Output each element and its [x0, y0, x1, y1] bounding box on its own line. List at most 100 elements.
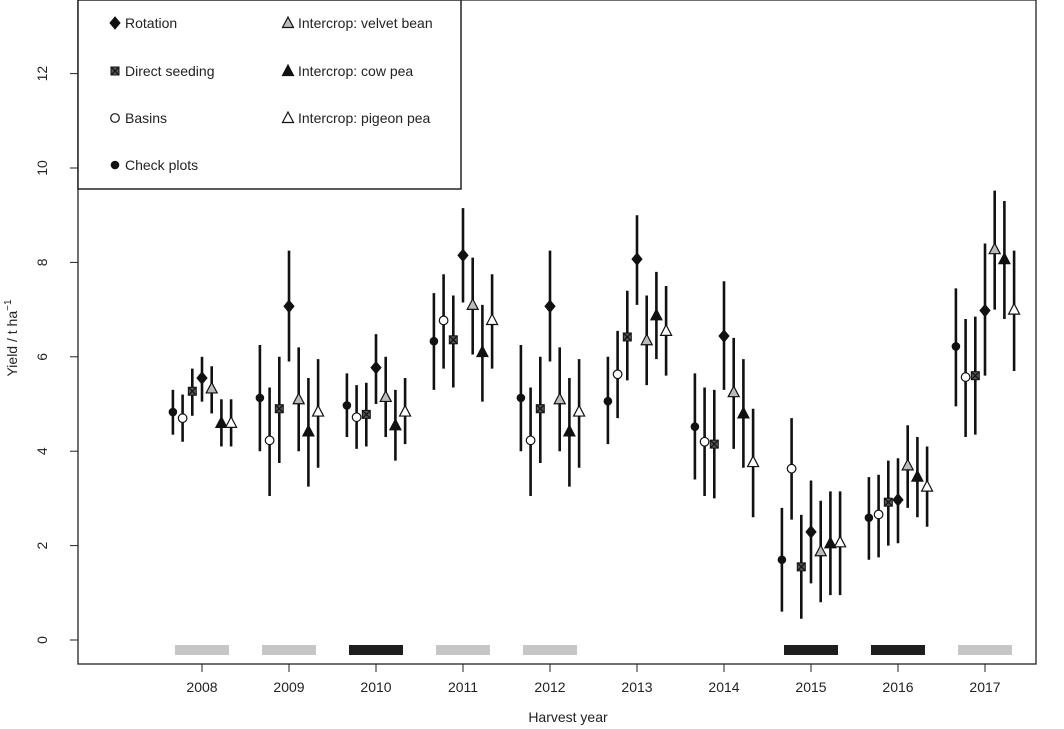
y-axis-label: Yield / t ha−1	[3, 299, 20, 376]
data-point	[370, 360, 382, 375]
data-point	[351, 412, 362, 423]
data-point	[168, 407, 178, 417]
data-point	[892, 493, 904, 507]
data-point	[777, 555, 787, 565]
data-point	[525, 435, 536, 446]
data-point	[979, 303, 991, 318]
data-point	[603, 396, 613, 406]
y-tick-label: 8	[34, 258, 50, 266]
data-point	[187, 386, 197, 396]
data-point	[535, 404, 545, 414]
data-point	[264, 435, 275, 446]
data-point	[572, 404, 586, 417]
data-point	[283, 299, 295, 314]
x-axis: 2008 2009 2010 2011 2012 2013 2014 2015 2016 2017	[186, 663, 1001, 695]
data-point	[920, 479, 934, 492]
data-point-cross	[796, 562, 806, 572]
season-bar	[349, 645, 403, 655]
data-point	[970, 371, 980, 381]
data-point-cross	[535, 404, 545, 414]
data-point	[649, 307, 663, 321]
data-point	[214, 415, 228, 428]
data-point-cross	[622, 332, 632, 342]
data-point-cross	[448, 335, 458, 345]
season-bar	[175, 645, 229, 655]
data-point-cross	[970, 371, 980, 381]
x-tick-label: 2008	[186, 679, 217, 695]
legend-marker	[109, 16, 121, 30]
data-point-cross	[709, 439, 719, 449]
data-point	[814, 543, 828, 557]
data-point	[544, 299, 556, 314]
data-point	[805, 525, 817, 539]
data-point	[640, 332, 654, 346]
data-point	[388, 417, 402, 431]
legend-label: Intercrop: velvet bean	[298, 15, 433, 31]
data-point	[873, 509, 884, 520]
data-point	[361, 409, 371, 419]
data-point	[457, 248, 469, 263]
season-bar	[436, 645, 490, 655]
data-point	[274, 404, 284, 414]
data-point	[485, 312, 499, 326]
data-point	[342, 401, 352, 410]
x-tick-label: 2010	[360, 679, 391, 695]
y-tick-label: 10	[34, 160, 50, 176]
error-bars	[171, 190, 1016, 619]
legend-marker-cross	[110, 66, 120, 76]
data-point	[448, 335, 458, 345]
legend-box	[77, 0, 462, 190]
legend-marker	[281, 15, 295, 29]
y-tick-label: 0	[34, 636, 50, 644]
season-bar	[958, 645, 1012, 655]
data-point	[960, 372, 971, 382]
data-point	[301, 424, 315, 437]
legend-marker	[110, 66, 120, 76]
y-tick-label: 12	[34, 66, 50, 82]
data-point	[997, 251, 1011, 265]
y-tick-label: 2	[34, 541, 50, 549]
data-point	[429, 336, 439, 346]
legend-marker	[110, 160, 120, 170]
y-tick-label: 4	[34, 447, 50, 455]
season-bar	[262, 645, 316, 655]
data-point	[379, 389, 393, 403]
season-bars	[175, 645, 1012, 655]
legend-label: Rotation	[125, 15, 177, 31]
x-tick-label: 2012	[534, 679, 565, 695]
season-bar	[871, 645, 925, 655]
data-point-cross	[883, 497, 893, 507]
legend: Rotation Intercrop: velvet bean Direct see…	[77, 0, 462, 190]
x-tick-label: 2017	[969, 679, 1000, 695]
legend-label: Intercrop: pigeon pea	[298, 110, 431, 126]
data-point	[553, 391, 567, 405]
x-tick-label: 2016	[882, 679, 913, 695]
data-point	[718, 329, 730, 343]
data-point-cross	[187, 386, 197, 396]
data-point	[438, 315, 449, 326]
data-point	[516, 393, 526, 403]
data-point	[951, 342, 961, 351]
data-point	[177, 413, 188, 424]
legend-label: Basins	[125, 110, 167, 126]
legend-marker	[281, 110, 295, 124]
data-point	[622, 332, 632, 342]
data-point	[196, 371, 208, 385]
x-tick-label: 2009	[273, 679, 304, 695]
x-axis-label: Harvest year	[528, 709, 608, 725]
y-axis-label-unit-exponent: −1	[3, 299, 14, 311]
legend-label: Direct seeding	[125, 63, 215, 79]
legend-label: Intercrop: cow pea	[298, 63, 413, 79]
y-axis-label-main: Yield / t ha	[4, 311, 20, 377]
data-point	[833, 535, 847, 548]
data-point	[796, 562, 806, 572]
data-point	[612, 369, 623, 380]
data-point	[631, 252, 643, 266]
data-point	[1007, 302, 1021, 315]
data-point	[988, 241, 1002, 255]
x-tick-label: 2015	[795, 679, 826, 695]
y-axis: 0 2 4 6 8 10 12	[34, 66, 79, 644]
data-point	[475, 344, 489, 358]
data-point-cross	[361, 409, 371, 419]
